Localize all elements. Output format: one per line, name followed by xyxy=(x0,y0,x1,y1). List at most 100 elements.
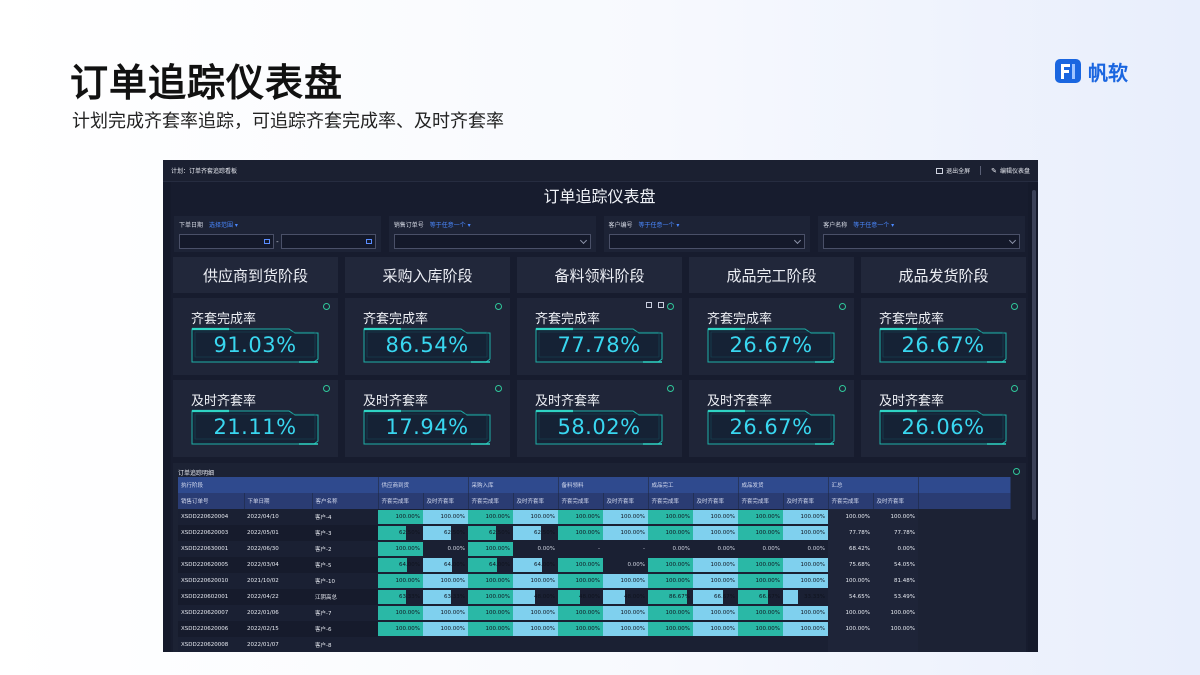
rate-value: 62.50% xyxy=(444,530,465,536)
rate-bar-cell: 100.00% xyxy=(693,573,738,589)
column-header[interactable]: 齐套完成率 xyxy=(828,493,874,509)
table-row[interactable]: XSDD220620003 2022/05/01 客户-3 62.50% 62.50% 6… xyxy=(178,525,1010,541)
table-row[interactable]: XSDD220620005 2022/03/04 客户-5 64.00% 64.00% 6… xyxy=(178,557,1010,573)
table-row[interactable]: XSDD220620006 2022/02/15 客户-6 100.00% 100.00… xyxy=(178,621,1010,637)
rate-value: 100.00% xyxy=(485,578,510,584)
filter-sales-order: 销售订单号 等于任意一个 ▾ xyxy=(388,216,596,252)
table-row[interactable]: XSDD220602001 2022/04/22 江阴高总 63.33% 63.33% 1… xyxy=(178,589,1010,605)
rate-value: 100.00% xyxy=(485,610,510,616)
column-header[interactable]: 及时齐套率 xyxy=(513,493,559,509)
group-header: 成品发货 xyxy=(738,477,829,493)
table-row[interactable]: XSDD220620004 2022/04/10 客户-4 100.00% 100.00… xyxy=(178,509,1010,525)
rate-bar-fill xyxy=(648,526,693,540)
calendar-icon[interactable] xyxy=(264,239,271,244)
column-header[interactable]: 及时齐套率 xyxy=(423,493,469,509)
info-icon[interactable] xyxy=(839,385,846,392)
table-row[interactable]: XSDD220620007 2022/01/06 客户-7 100.00% 100.00… xyxy=(178,605,1010,621)
start-date-input[interactable] xyxy=(179,234,275,249)
rate-bar-cell: 100.00% xyxy=(693,621,738,637)
rate-value: 64.00% xyxy=(444,562,465,568)
info-icon[interactable] xyxy=(839,303,846,310)
rate-value: 100.00% xyxy=(620,626,645,632)
rate-bar-cell: 100.00% xyxy=(603,605,648,621)
rate-bar-cell: 100.00% xyxy=(693,525,738,541)
sales-order-select[interactable] xyxy=(393,234,591,249)
info-icon[interactable] xyxy=(1011,385,1018,392)
rate-value: 100.00% xyxy=(710,578,735,584)
brand-name: 帆软 xyxy=(1088,60,1128,85)
summary-cell: 100.00% xyxy=(873,621,918,637)
table-cell: XSDD220620004 xyxy=(178,509,244,525)
end-date-input[interactable] xyxy=(280,234,376,249)
table-row[interactable]: XSDD220620008 2022/01/07 客户-8 xyxy=(178,637,1010,652)
info-icon[interactable] xyxy=(495,385,502,392)
rate-bar-fill xyxy=(603,622,648,636)
info-icon[interactable] xyxy=(667,303,674,310)
rate-bar-cell: 100.00% xyxy=(558,605,603,621)
exit-fullscreen-button[interactable]: 退出全屏 xyxy=(936,166,970,175)
summary-cell: 100.00% xyxy=(873,605,918,621)
info-icon[interactable] xyxy=(1011,303,1018,310)
info-icon[interactable] xyxy=(667,385,674,392)
table-cell: XSDD220620005 xyxy=(178,557,244,573)
rate-value: 100.00% xyxy=(710,530,735,536)
filter-mode-dropdown[interactable]: 等于任意一个 ▾ xyxy=(429,222,471,229)
info-icon[interactable] xyxy=(323,385,330,392)
rate-bar-cell xyxy=(603,637,648,652)
rate-value: 86.67% xyxy=(669,594,690,600)
customer-name-select[interactable] xyxy=(823,234,1020,249)
column-header[interactable]: 齐套完成率 xyxy=(738,493,784,509)
rate-bar-cell: 100.00% xyxy=(783,525,828,541)
rate-bar-fill xyxy=(423,590,452,604)
rate-value: - xyxy=(643,546,645,552)
rate-value: 100.00% xyxy=(665,626,690,632)
rate-value: 100.00% xyxy=(755,578,780,584)
info-icon[interactable] xyxy=(323,303,330,310)
column-header[interactable]: 客户名称 xyxy=(312,493,379,509)
order-detail-table: 执行阶段 供应商到货 采购入库 备料领料 成品完工 成品发货 汇总 销售订单号 下单日期 客户名… xyxy=(178,477,1011,652)
rate-value: 0.00% xyxy=(807,546,825,552)
rate-bar-cell: 100.00% xyxy=(423,605,468,621)
rate-value: 100.00% xyxy=(800,514,825,520)
rate-value: 100.00% xyxy=(755,530,780,536)
table-row[interactable]: XSDD220620010 2021/10/02 客户-10 100.00% 100.0… xyxy=(178,573,1010,589)
rate-bar-fill xyxy=(603,510,648,524)
table-row[interactable]: XSDD220630001 2022/06/30 客户-2 100.00% 0.00% 1… xyxy=(178,541,1010,557)
rate-bar-cell xyxy=(423,637,468,652)
rate-bar-cell: 100.00% xyxy=(738,525,783,541)
column-header[interactable]: 下单日期 xyxy=(244,493,313,509)
rate-bar-fill xyxy=(558,606,603,620)
filter-label: 客户名称 xyxy=(823,222,848,229)
rate-value: 100.00% xyxy=(620,578,645,584)
column-header[interactable]: 及时齐套率 xyxy=(693,493,739,509)
column-header[interactable]: 及时齐套率 xyxy=(783,493,829,509)
column-header[interactable]: 销售订单号 xyxy=(178,493,245,509)
rate-bar-fill xyxy=(378,606,423,620)
edit-dashboard-label: 编辑仪表盘 xyxy=(999,168,1030,175)
calendar-icon[interactable] xyxy=(365,239,372,244)
edit-dashboard-button[interactable]: ✎ 编辑仪表盘 xyxy=(991,166,1030,176)
fullscreen-icon[interactable] xyxy=(658,302,664,308)
kpi-value: 26.67% xyxy=(901,333,985,357)
table-cell: XSDD220620010 xyxy=(178,573,244,589)
rate-bar-fill xyxy=(603,590,625,604)
customer-code-select[interactable] xyxy=(608,234,806,249)
column-header[interactable]: 齐套完成率 xyxy=(378,493,424,509)
rate-value: 100.00% xyxy=(395,514,420,520)
info-icon[interactable] xyxy=(495,303,502,310)
export-icon[interactable] xyxy=(646,302,652,308)
vertical-scrollbar[interactable] xyxy=(1032,190,1036,520)
info-icon[interactable] xyxy=(1013,468,1020,475)
rate-bar-cell: 100.00% xyxy=(378,573,423,589)
filter-mode-dropdown[interactable]: 等于任意一个 ▾ xyxy=(853,222,895,229)
column-header[interactable]: 及时齐套率 xyxy=(603,493,649,509)
table-cell: 2022/05/01 xyxy=(244,525,312,541)
column-header[interactable]: 及时齐套率 xyxy=(873,493,919,509)
rate-bar-cell: 100.00% xyxy=(513,573,558,589)
column-header[interactable]: 齐套完成率 xyxy=(468,493,514,509)
filter-mode-dropdown[interactable]: 选择范围 ▾ xyxy=(209,222,238,229)
column-header[interactable]: 齐套完成率 xyxy=(558,493,604,509)
filter-mode-dropdown[interactable]: 等于任意一个 ▾ xyxy=(638,222,680,229)
rate-value: 100.00% xyxy=(800,562,825,568)
column-header[interactable]: 齐套完成率 xyxy=(648,493,694,509)
